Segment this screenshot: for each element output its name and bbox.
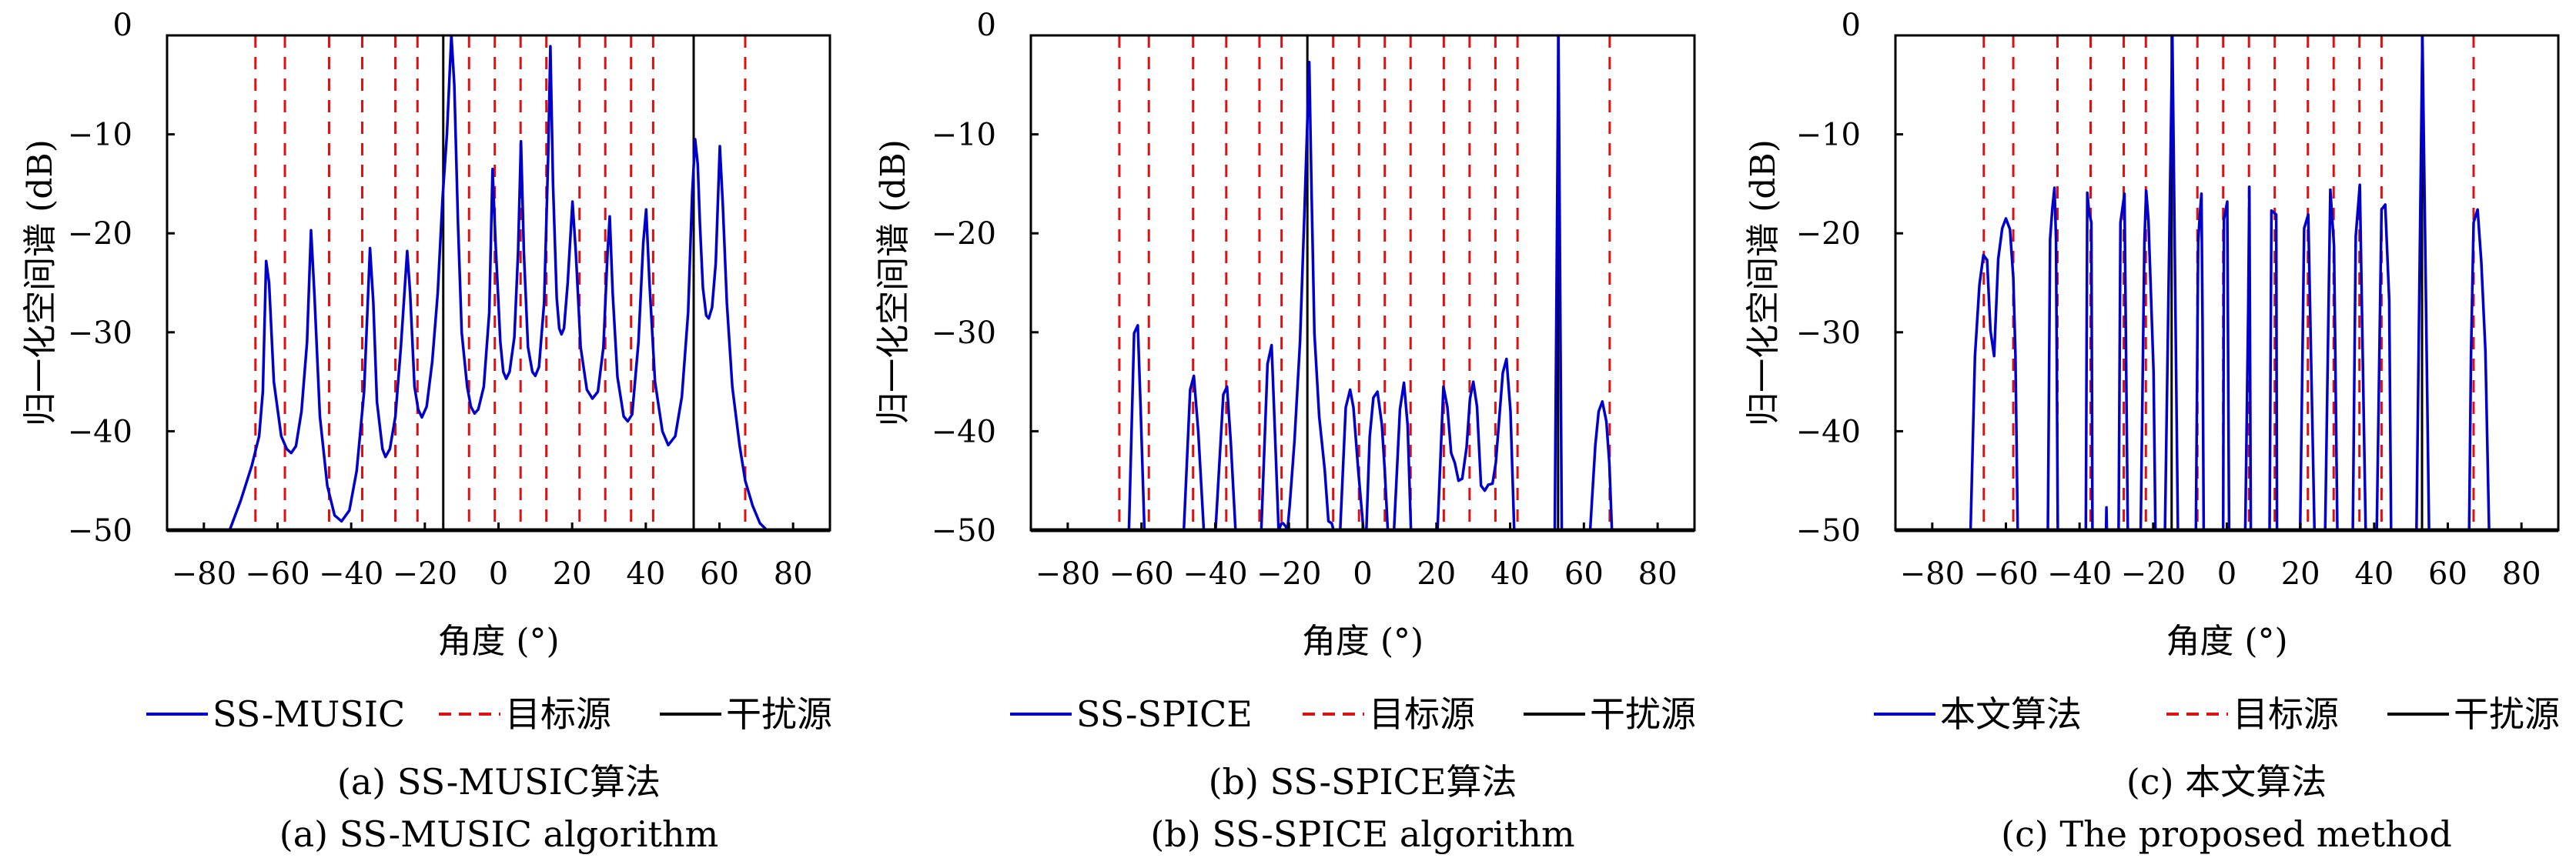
x-tick-label: 0 (1353, 556, 1372, 592)
y-tick-label: 0 (977, 8, 996, 43)
y-tick-label: 0 (113, 8, 132, 43)
legend-spectrum-label: 本文算法 (1940, 693, 2082, 735)
y-axis-label: 归一化空间谱 (dB) (1744, 139, 1783, 426)
spectrum-line (1969, 35, 2491, 530)
x-axis-label: 角度 (°) (2166, 622, 2287, 661)
spectrum-line (228, 35, 768, 530)
plot-area (1969, 35, 2491, 530)
y-axis-label: 归一化空间谱 (dB) (874, 139, 913, 426)
plot-area (228, 35, 768, 530)
caption-english: (a) SS-MUSIC algorithm (279, 813, 718, 855)
x-tick-label: 80 (1638, 556, 1678, 592)
y-tick-label: −10 (68, 118, 132, 153)
legend-spectrum-label: SS-MUSIC (212, 693, 405, 735)
y-tick-label: −50 (932, 513, 996, 549)
x-axis-label: 角度 (°) (1302, 622, 1423, 661)
x-tick-label: 60 (700, 556, 739, 592)
legend: SS-MUSIC 目标源 干扰源 (146, 693, 832, 735)
legend-target-source-label: 目标源 (505, 693, 611, 735)
x-tick-label: 80 (2502, 556, 2541, 592)
y-tick-label: −20 (68, 216, 132, 252)
y-tick-label: −50 (1796, 513, 1861, 549)
x-tick-label: 80 (774, 556, 813, 592)
legend-target-source-label: 目标源 (1369, 693, 1475, 735)
y-tick-label: −20 (1796, 216, 1861, 252)
x-tick-label: −20 (393, 556, 457, 592)
y-tick-label: −10 (1796, 118, 1861, 153)
caption-chinese: (a) SS-MUSIC算法 (337, 761, 661, 803)
x-tick-label: −40 (2047, 556, 2112, 592)
x-tick-label: −60 (1109, 556, 1173, 592)
x-tick-label: −80 (1035, 556, 1100, 592)
panel-proposed-method: −80 −60 −40 −20 0 20 40 60 800−10−20−30−40−50角度 … (1744, 8, 2560, 855)
panel-ss-spice: −80 −60 −40 −20 0 20 40 60 800−10−20−30−40−50角度 … (874, 8, 1696, 855)
x-tick-label: 20 (1417, 556, 1456, 592)
caption-chinese: (b) SS-SPICE算法 (1209, 761, 1517, 803)
x-tick-label: 40 (1490, 556, 1530, 592)
y-tick-label: 0 (1842, 8, 1861, 43)
y-tick-label: −50 (68, 513, 132, 549)
x-tick-label: 0 (2217, 556, 2236, 592)
caption-chinese: (c) 本文算法 (2126, 761, 2327, 803)
x-tick-label: 60 (1564, 556, 1604, 592)
x-tick-label: 40 (626, 556, 665, 592)
x-tick-label: −80 (1900, 556, 1965, 592)
y-tick-label: −30 (932, 315, 996, 351)
y-tick-label: −20 (932, 216, 996, 252)
caption-english: (c) The proposed method (2001, 813, 2452, 855)
legend-spectrum-label: SS-SPICE (1076, 693, 1253, 735)
plot-area (1118, 35, 1614, 530)
x-axis-label: 角度 (°) (437, 622, 559, 661)
x-tick-label: −80 (172, 556, 236, 592)
x-tick-label: 40 (2354, 556, 2394, 592)
x-tick-label: −60 (245, 556, 309, 592)
x-tick-label: 0 (489, 556, 508, 592)
spectrum-line (1127, 35, 1614, 530)
legend: 本文算法 目标源 干扰源 (1874, 693, 2560, 735)
y-tick-label: −40 (68, 414, 132, 449)
x-tick-label: 20 (2281, 556, 2320, 592)
x-tick-label: −40 (319, 556, 383, 592)
x-tick-label: 20 (553, 556, 592, 592)
legend-interference-source-label: 干扰源 (726, 693, 832, 735)
caption-english: (b) SS-SPICE algorithm (1150, 813, 1574, 855)
y-tick-label: −40 (932, 414, 996, 449)
x-tick-label: −40 (1183, 556, 1247, 592)
x-tick-label: −60 (1973, 556, 2038, 592)
legend-interference-source-label: 干扰源 (2454, 693, 2560, 735)
legend-target-source-label: 目标源 (2233, 693, 2339, 735)
panel-ss-music: −80 −60 −40 −20 0 20 40 60 80 0 −10 −20 −30 −40 −50 角度 … (21, 8, 832, 855)
x-tick-label: −20 (1256, 556, 1321, 592)
y-tick-label: −30 (68, 315, 132, 351)
y-tick-label: −30 (1796, 315, 1861, 351)
legend-interference-source-label: 干扰源 (1590, 693, 1696, 735)
legend: SS-SPICE 目标源 干扰源 (1010, 693, 1696, 735)
y-tick-label: −40 (1796, 414, 1861, 449)
y-axis-label: 归一化空间谱 (dB) (21, 139, 60, 426)
y-tick-label: −10 (932, 118, 996, 153)
x-tick-label: 60 (2428, 556, 2467, 592)
x-tick-label: −20 (2121, 556, 2186, 592)
